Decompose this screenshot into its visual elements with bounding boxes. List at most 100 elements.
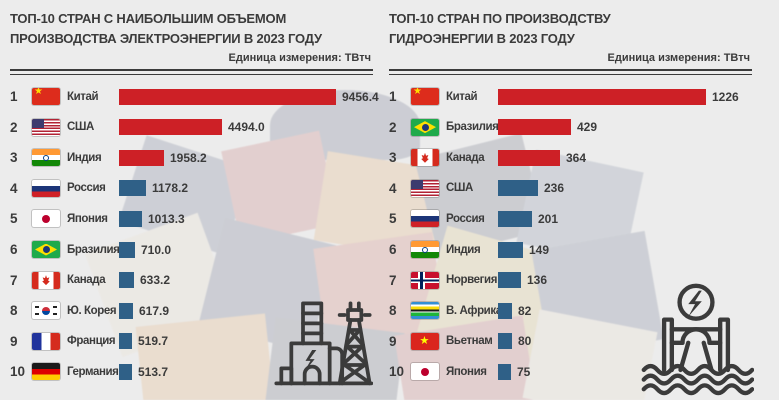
value-bar bbox=[498, 363, 511, 380]
table-row: 7 Норвегия 136 bbox=[389, 265, 752, 296]
country-label: Германия bbox=[67, 365, 119, 378]
value-label: 4494.0 bbox=[228, 120, 265, 135]
chart-rows: 1 Китай 9456.4 2 США 4494.0 3 Индия 1958.2 4 Росси… bbox=[10, 81, 379, 387]
value-label: 201 bbox=[538, 211, 559, 226]
rank-label: 4 bbox=[389, 180, 397, 196]
table-row: 1 Китай 9456.4 bbox=[10, 81, 379, 112]
flag-icon-de bbox=[32, 363, 60, 381]
table-row: 1 Китай 1226 bbox=[389, 81, 752, 112]
flag-icon-kr bbox=[32, 302, 60, 320]
country-label: Индия bbox=[67, 151, 102, 164]
flag-icon-ru bbox=[411, 210, 439, 228]
bar-track: 1226 bbox=[498, 88, 752, 105]
country-label: Китай bbox=[67, 90, 99, 103]
table-row: 5 Россия 201 bbox=[389, 204, 752, 235]
value-label: 1013.3 bbox=[148, 211, 185, 226]
flag-icon-us bbox=[32, 118, 60, 136]
rank-label: 6 bbox=[389, 242, 397, 258]
value-label: 236 bbox=[544, 181, 565, 196]
table-row: 8 В. Африка 82 bbox=[389, 295, 752, 326]
bar-track: 364 bbox=[498, 149, 752, 166]
value-label: 82 bbox=[518, 303, 532, 318]
rank-label: 5 bbox=[389, 211, 397, 227]
flag-icon-br bbox=[32, 241, 60, 259]
value-label: 1958.2 bbox=[170, 150, 207, 165]
value-bar bbox=[119, 210, 142, 227]
value-label: 633.2 bbox=[140, 273, 171, 288]
value-label: 513.7 bbox=[138, 364, 169, 379]
country-label: США bbox=[446, 182, 473, 195]
table-row: 6 Индия 149 bbox=[389, 234, 752, 265]
value-label: 136 bbox=[527, 273, 548, 288]
value-bar bbox=[498, 210, 532, 227]
flag-icon-in bbox=[32, 149, 60, 167]
rank-label: 2 bbox=[389, 119, 397, 135]
bar-track: 136 bbox=[498, 272, 752, 289]
unit-label: Единица измерения: ТВтч bbox=[607, 52, 750, 65]
value-bar bbox=[119, 149, 164, 166]
country-label: Япония bbox=[446, 365, 487, 378]
country-label: Норвегия bbox=[446, 274, 498, 287]
flag-icon-no bbox=[411, 271, 439, 289]
country-label: Индия bbox=[446, 243, 481, 256]
unit-label: Единица измерения: ТВтч bbox=[228, 52, 371, 65]
flag-icon-br bbox=[411, 118, 439, 136]
value-label: 75 bbox=[517, 364, 531, 379]
table-row: 7 Канада 633.2 bbox=[10, 265, 373, 296]
bar-track: 82 bbox=[498, 302, 752, 319]
value-bar bbox=[498, 180, 538, 197]
table-row: 8 Ю. Корея 617.9 bbox=[10, 295, 373, 326]
rank-label: 9 bbox=[10, 333, 18, 349]
divider-rule bbox=[389, 69, 752, 76]
value-label: 149 bbox=[529, 242, 550, 257]
value-bar bbox=[119, 88, 336, 105]
value-label: 617.9 bbox=[139, 303, 170, 318]
table-row: 9 Вьетнам 80 bbox=[389, 326, 752, 357]
value-bar bbox=[119, 119, 222, 136]
country-label: Россия bbox=[446, 212, 485, 225]
value-label: 80 bbox=[518, 334, 532, 349]
title-line: ТОП-10 СТРАН ПО ПРОИЗВОДСТВУ bbox=[389, 11, 611, 26]
value-bar bbox=[498, 119, 571, 136]
rank-label: 8 bbox=[389, 303, 397, 319]
flag-icon-eac bbox=[411, 302, 439, 320]
country-label: Бразилия bbox=[446, 121, 499, 134]
value-bar bbox=[119, 333, 132, 350]
flag-icon-in bbox=[411, 241, 439, 259]
rank-label: 9 bbox=[389, 333, 397, 349]
bar-track: 149 bbox=[498, 241, 752, 258]
value-bar bbox=[119, 363, 132, 380]
flag-icon-jp bbox=[411, 363, 439, 381]
value-label: 364 bbox=[566, 150, 587, 165]
flag-icon-ca bbox=[32, 271, 60, 289]
rank-label: 10 bbox=[10, 364, 26, 380]
chart-panel: ТОП-10 СТРАН С НАИБОЛЬШИМ ОБЪЕМОМ ПРОИЗВ… bbox=[0, 0, 379, 400]
bar-track: 4494.0 bbox=[119, 119, 373, 136]
bar-track: 9456.4 bbox=[119, 88, 379, 105]
bar-track: 710.0 bbox=[119, 241, 373, 258]
rank-label: 10 bbox=[389, 364, 405, 380]
bar-track: 1958.2 bbox=[119, 149, 373, 166]
value-bar bbox=[498, 241, 523, 258]
rank-label: 2 bbox=[10, 119, 18, 135]
rank-label: 1 bbox=[10, 89, 18, 105]
rank-label: 1 bbox=[389, 89, 397, 105]
page-title: ТОП-10 СТРАН ПО ПРОИЗВОДСТВУ ГИДРОЭНЕРГИ… bbox=[389, 9, 752, 49]
value-bar bbox=[119, 302, 133, 319]
value-bar bbox=[498, 149, 560, 166]
value-bar bbox=[119, 241, 135, 258]
value-bar bbox=[498, 272, 521, 289]
value-label: 9456.4 bbox=[342, 89, 379, 104]
bar-track: 1178.2 bbox=[119, 180, 373, 197]
rank-label: 3 bbox=[10, 150, 18, 166]
flag-icon-vn bbox=[411, 332, 439, 350]
table-row: 4 США 236 bbox=[389, 173, 752, 204]
country-label: США bbox=[67, 121, 94, 134]
rank-label: 7 bbox=[389, 272, 397, 288]
table-row: 5 Япония 1013.3 bbox=[10, 204, 373, 235]
table-row: 3 Индия 1958.2 bbox=[10, 142, 373, 173]
country-label: Бразилия bbox=[67, 243, 120, 256]
value-label: 1178.2 bbox=[152, 181, 189, 196]
country-label: Китай bbox=[446, 90, 478, 103]
value-label: 519.7 bbox=[138, 334, 169, 349]
